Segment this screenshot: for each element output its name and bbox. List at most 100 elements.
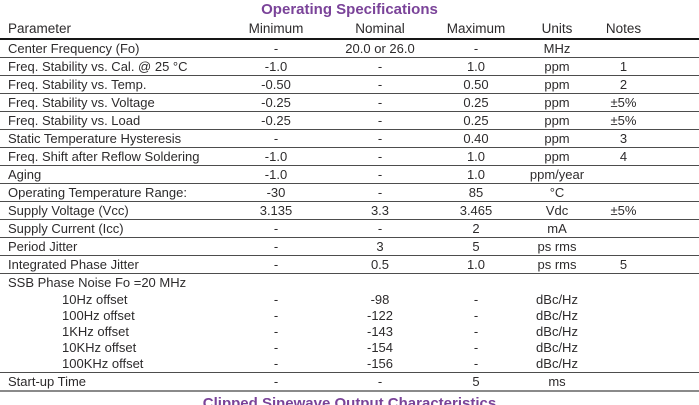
minimum-cell: - (273, 308, 279, 323)
table-row: Static Temperature Hysteresis - -0.40 ppm 3 (0, 129, 699, 148)
units-cell (514, 274, 600, 293)
units-cell: ppm (514, 75, 600, 94)
table-row: 10Hz offset - -98 - dBc/Hz (0, 292, 699, 308)
units-cell: ps rms (514, 237, 600, 256)
minimum-cell: - (230, 255, 322, 274)
minimum-cell: -0.50 (230, 75, 322, 94)
nominal-cell: 3.3 (322, 201, 438, 220)
notes-cell: 4 (600, 147, 699, 166)
minimum-cell: - (230, 219, 322, 238)
table-row: Supply Current (Icc) - -2 mA (0, 219, 699, 238)
maximum-cell: 0.25 (438, 93, 514, 112)
notes-cell (600, 219, 699, 238)
notes-cell (600, 372, 699, 392)
minimum-cell: -1.0 (230, 147, 322, 166)
minimum-cell: - (273, 324, 279, 339)
minimum-cell: - (230, 129, 322, 148)
minimum-cell: 3.135 (230, 201, 322, 220)
nominal-cell: - (322, 57, 438, 76)
minimum-cell: - (230, 372, 322, 392)
table-row: Period Jitter -3 5 ps rms (0, 237, 699, 256)
parameter-cell: Freq. Stability vs. Temp. (0, 75, 230, 94)
nominal-cell: -122 (366, 308, 394, 323)
units-cell: ppm (514, 129, 600, 148)
notes-cell: 1 (600, 57, 699, 76)
table-row: Integrated Phase Jitter -0.5 1.0 ps rms 5 (0, 255, 699, 274)
units-cell: mA (514, 219, 600, 238)
spec-table-body: Center Frequency (Fo) -20.0 or 26.0- MHz Fr… (0, 39, 699, 392)
notes-cell (600, 39, 699, 58)
notes-cell: 3 (600, 129, 699, 148)
nominal-cell: - (322, 165, 438, 184)
units-cell: dBc/Hz (536, 340, 578, 355)
parameter-cell: Supply Voltage (Vcc) (0, 201, 230, 220)
nominal-cell: -154 (366, 340, 394, 355)
parameter-cell: Start-up Time (0, 372, 230, 392)
notes-cell (600, 165, 699, 184)
maximum-cell: - (438, 39, 514, 58)
nominal-cell: - (322, 75, 438, 94)
maximum-cell: 2 (438, 219, 514, 238)
notes-cell (600, 356, 699, 373)
next-section-heading: Clipped Sinewave Output Characteristics (202, 395, 497, 405)
minimum-cell: - (230, 39, 322, 58)
units-cell: °C (514, 183, 600, 202)
maximum-cell: 1.0 (438, 255, 514, 274)
maximum-cell: 5 (438, 237, 514, 256)
table-row: 1KHz offset - -143 - dBc/Hz (0, 324, 699, 340)
parameter-cell: Freq. Stability vs. Cal. @ 25 °C (0, 57, 230, 76)
nominal-cell: - (322, 93, 438, 112)
maximum-cell: - (473, 340, 479, 355)
maximum-cell: - (473, 356, 479, 371)
notes-cell (600, 274, 699, 293)
nominal-cell: - (322, 372, 438, 392)
maximum-cell: 0.25 (438, 111, 514, 130)
minimum-cell: -0.25 (230, 93, 322, 112)
table-row: Freq. Stability vs. Voltage -0.25-0.25 ppm… (0, 93, 699, 112)
parameter-cell: Static Temperature Hysteresis (0, 129, 230, 148)
nominal-cell: - (322, 147, 438, 166)
table-row: Freq. Shift after Reflow Soldering -1.0-1… (0, 147, 699, 166)
notes-cell: 5 (600, 255, 699, 274)
group-header-row: SSB Phase Noise Fo =20 MHz (0, 274, 699, 293)
column-header-notes: Notes (600, 20, 699, 40)
nominal-cell: 0.5 (322, 255, 438, 274)
minimum-cell (230, 274, 322, 293)
table-header: Parameter Minimum Nominal Maximum Units … (0, 20, 699, 40)
minimum-cell: -1.0 (230, 57, 322, 76)
table-row: 10KHz offset - -154 - dBc/Hz (0, 340, 699, 356)
units-cell: ms (514, 372, 600, 392)
units-cell: ppm (514, 111, 600, 130)
parameter-cell: Supply Current (Icc) (0, 219, 230, 238)
minimum-cell: - (273, 356, 279, 371)
maximum-cell: 0.40 (438, 129, 514, 148)
maximum-cell (438, 274, 514, 293)
nominal-cell (322, 274, 438, 293)
minimum-cell: -0.25 (230, 111, 322, 130)
nominal-cell: -98 (370, 292, 390, 307)
table-row: 100Hz offset - -122 - dBc/Hz (0, 308, 699, 324)
parameter-cell: Integrated Phase Jitter (0, 255, 230, 274)
nominal-cell: - (322, 129, 438, 148)
maximum-cell: 3.465 (438, 201, 514, 220)
units-cell: Vdc (514, 201, 600, 220)
maximum-cell: 5 (438, 372, 514, 392)
nominal-cell: - (322, 183, 438, 202)
table-row: Freq. Stability vs. Temp. -0.50-0.50 ppm 2 (0, 75, 699, 94)
table-row: Operating Temperature Range: -30-85 °C (0, 183, 699, 202)
table-row: Freq. Stability vs. Cal. @ 25 °C -1.0-1.0… (0, 57, 699, 76)
units-cell: ppm (514, 57, 600, 76)
notes-cell (600, 308, 699, 324)
parameter-cell: Freq. Stability vs. Load (0, 111, 230, 130)
table-row: Start-up Time - -5 ms (0, 372, 699, 392)
notes-cell (600, 183, 699, 202)
minimum-cell: - (230, 237, 322, 256)
notes-cell (600, 292, 699, 308)
nominal-cell: - (322, 111, 438, 130)
parameter-cell: Freq. Shift after Reflow Soldering (0, 147, 230, 166)
page-title: Operating Specifications (261, 1, 438, 18)
maximum-cell: 1.0 (438, 57, 514, 76)
nominal-cell: - (322, 219, 438, 238)
notes-cell (600, 324, 699, 340)
minimum-cell: -1.0 (230, 165, 322, 184)
